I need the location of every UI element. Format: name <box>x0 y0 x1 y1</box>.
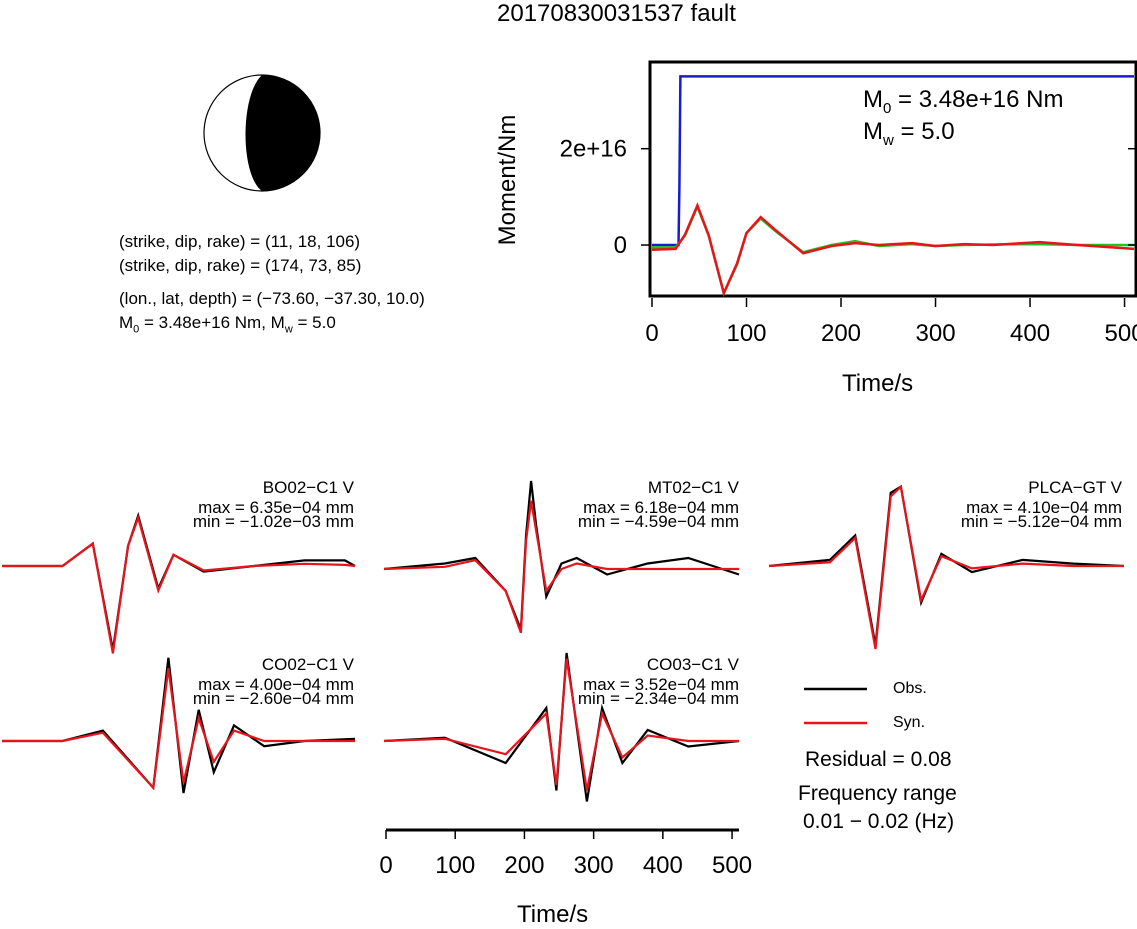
synthetic-waveform <box>383 500 739 634</box>
moment-y-tick-label: 2e+16 <box>560 136 627 163</box>
synthetic-waveform <box>768 484 1124 650</box>
station-name: MT02−C1 V <box>648 478 740 497</box>
moment-x-tick-label: 100 <box>726 320 766 347</box>
moment-x-tick-label: 200 <box>821 320 861 347</box>
moment-x-axis-label: Time/s <box>842 370 914 397</box>
location-depth: (lon., lat, depth) = (−73.60, −37.30, 10… <box>119 289 425 308</box>
beachball <box>203 74 321 192</box>
frequency-range-label: Frequency range <box>798 782 957 805</box>
moment-y-axis-label: Moment/Nm <box>494 114 521 246</box>
moment-magnitude-line: M0 = 3.48e+16 Nm, Mw = 5.0 <box>119 313 336 336</box>
moment-series-blue <box>652 75 1134 247</box>
waveform-x-tick-label: 300 <box>574 852 614 879</box>
strike-dip-rake-1: (strike, dip, rake) = (11, 18, 106) <box>119 232 361 251</box>
moment-series-green <box>652 203 1134 297</box>
moment-x-tick-label: 0 <box>645 320 658 347</box>
station-name: PLCA−GT V <box>1028 478 1122 497</box>
station-min: min = −5.12e−04 mm <box>961 512 1122 531</box>
station-max: max = 3.52e−04 mm <box>583 675 739 694</box>
moment-series-red <box>651 202 1135 297</box>
observed-waveform <box>2 511 356 651</box>
moment-x-tick-label: 400 <box>1010 320 1050 347</box>
frequency-range-value: 0.01 − 0.02 (Hz) <box>803 810 955 833</box>
moment-x-tick-label: 500 <box>1105 320 1137 347</box>
station-max: max = 4.10e−04 mm <box>966 498 1122 517</box>
figure-title: 20170830031537 fault <box>497 0 736 27</box>
waveform-x-tick-label: 0 <box>379 852 392 879</box>
waveform-x-axis-label: Time/s <box>517 901 589 928</box>
strike-dip-rake-2: (strike, dip, rake) = (174, 73, 85) <box>119 256 362 275</box>
beachball-compressional-quadrant <box>245 75 320 191</box>
station-min: min = −4.59e−04 mm <box>578 512 739 531</box>
waveform-x-tick-label: 400 <box>643 852 683 879</box>
synthetic-waveform <box>2 668 355 791</box>
moment-x-tick-label: 300 <box>916 320 956 347</box>
station-min: min = −2.60e−04 mm <box>193 689 354 708</box>
station-name: CO02−C1 V <box>262 655 355 674</box>
synthetic-waveform <box>383 658 739 791</box>
legend-observed-label: Obs. <box>893 680 927 697</box>
station-max: max = 6.35e−04 mm <box>198 498 354 517</box>
waveform-time-axis: 0 100 200 300 400 500 <box>379 828 752 879</box>
station-name: CO03−C1 V <box>647 655 740 674</box>
waveform-x-tick-label: 500 <box>712 852 752 879</box>
station-min: min = −1.02e−03 mm <box>193 512 354 531</box>
moment-function-panel: 0 100 200 300 400 500 0 2e+16 <box>560 60 1137 347</box>
moment-plot-frame <box>648 60 1137 298</box>
station-max: max = 4.00e−04 mm <box>198 675 354 694</box>
station-min: min = −2.34e−04 mm <box>578 689 739 708</box>
waveform-x-tick-label: 200 <box>504 852 544 879</box>
station-name: BO02−C1 V <box>263 478 355 497</box>
moment-m0-annotation: M0 = 3.48e+16 Nm <box>863 86 1064 117</box>
moment-mw-annotation: Mw = 5.0 <box>863 118 955 149</box>
residual-label: Residual = 0.08 <box>805 748 952 771</box>
station-max: max = 6.18e−04 mm <box>583 498 739 517</box>
legend-synthetic-label: Syn. <box>893 714 926 731</box>
synthetic-waveform <box>2 514 356 654</box>
moment-y-tick-label: 0 <box>614 232 627 259</box>
waveform-x-tick-label: 100 <box>435 852 475 879</box>
